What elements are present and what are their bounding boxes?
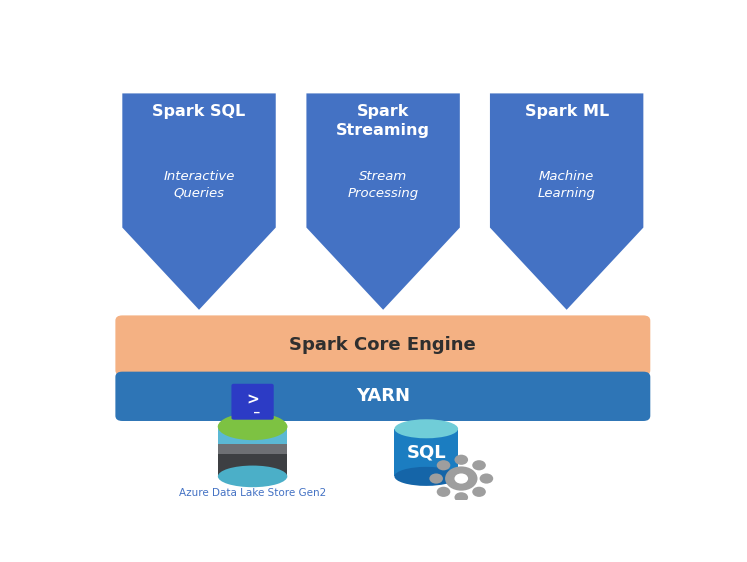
Ellipse shape — [394, 467, 458, 486]
Polygon shape — [490, 93, 643, 310]
Text: Spark ML: Spark ML — [524, 104, 609, 119]
Ellipse shape — [218, 413, 288, 440]
Text: Spark
Streaming: Spark Streaming — [336, 104, 430, 138]
Polygon shape — [306, 93, 460, 310]
FancyBboxPatch shape — [232, 384, 273, 420]
FancyBboxPatch shape — [115, 371, 651, 421]
Circle shape — [445, 466, 477, 491]
Text: Azure Data Lake Store Gen2: Azure Data Lake Store Gen2 — [179, 488, 326, 498]
Text: YARN: YARN — [356, 387, 410, 405]
Circle shape — [454, 473, 468, 484]
Bar — [394, 429, 458, 477]
Circle shape — [437, 487, 450, 497]
Bar — [218, 444, 288, 454]
Circle shape — [454, 455, 468, 465]
Text: _: _ — [255, 403, 260, 413]
Ellipse shape — [218, 465, 288, 487]
Circle shape — [472, 460, 486, 470]
Circle shape — [430, 473, 443, 484]
Text: SQL: SQL — [406, 443, 446, 461]
FancyBboxPatch shape — [115, 315, 651, 375]
Text: Stream
Processing: Stream Processing — [347, 170, 418, 200]
Circle shape — [480, 473, 493, 484]
Text: Spark Core Engine: Spark Core Engine — [290, 337, 477, 355]
Circle shape — [454, 492, 468, 502]
Text: Interactive
Queries: Interactive Queries — [164, 170, 235, 200]
Ellipse shape — [218, 416, 288, 437]
Text: Machine
Learning: Machine Learning — [538, 170, 595, 200]
Text: Spark SQL: Spark SQL — [152, 104, 246, 119]
Bar — [218, 454, 288, 477]
Text: >: > — [247, 393, 259, 407]
Circle shape — [472, 487, 486, 497]
Ellipse shape — [394, 419, 458, 438]
Polygon shape — [123, 93, 276, 310]
Circle shape — [437, 460, 450, 470]
Bar — [218, 427, 288, 444]
